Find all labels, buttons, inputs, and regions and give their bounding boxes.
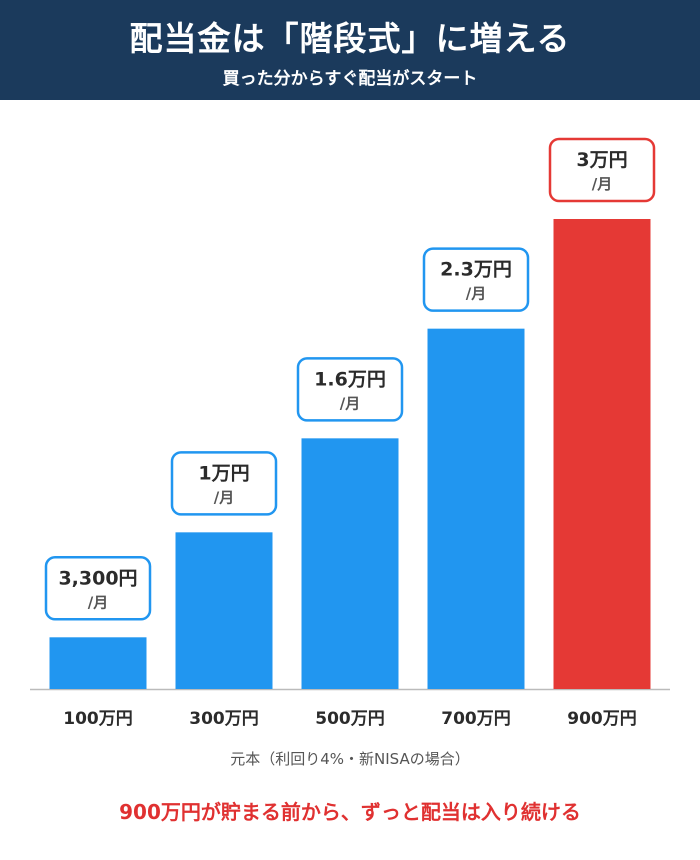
value-callout-4 (548, 137, 656, 203)
footer-message: 900万円が貯まる前から、ずっと配当は入り続ける (119, 800, 581, 824)
page-title: 配当金は「階段式」に増える (129, 19, 571, 58)
bar-4 (553, 219, 651, 689)
x-tick-label-3: 700万円 (441, 709, 511, 729)
x-tick-label-4: 900万円 (567, 709, 637, 729)
bar-1 (175, 532, 273, 689)
data-label-2: 1.6万円 (314, 368, 386, 390)
x-tick-label-2: 500万円 (315, 709, 385, 729)
value-callout-0 (44, 556, 152, 621)
data-label-1: 1万円 (198, 462, 249, 484)
data-label-unit-4: /月 (592, 175, 612, 193)
bar-chart: 3,300円/月 100万円 1万円/月 300万円 1.6万円/月 500万円 2.3万円… (30, 137, 670, 729)
bar-0 (49, 637, 147, 689)
data-label-unit-0: /月 (88, 593, 108, 611)
value-callout-1 (170, 451, 278, 516)
bar-3 (427, 328, 525, 689)
x-axis-caption: 元本（利回り4%・新NISAの場合） (230, 750, 470, 768)
data-label-3: 2.3万円 (440, 259, 512, 281)
value-callout-3 (422, 247, 530, 312)
data-label-unit-3: /月 (466, 285, 486, 303)
header-banner: 配当金は「階段式」に増える 買った分からすぐ配当がスタート (0, 0, 700, 100)
data-label-unit-2: /月 (340, 394, 360, 412)
x-tick-label-1: 300万円 (189, 709, 259, 729)
bar-2 (301, 438, 399, 689)
data-label-4: 3万円 (576, 149, 627, 171)
page-subtitle: 買った分からすぐ配当がスタート (222, 69, 478, 89)
data-label-unit-1: /月 (214, 488, 234, 506)
value-callout-2 (296, 357, 404, 422)
x-tick-label-0: 100万円 (63, 709, 133, 729)
data-label-0: 3,300円 (58, 567, 137, 589)
